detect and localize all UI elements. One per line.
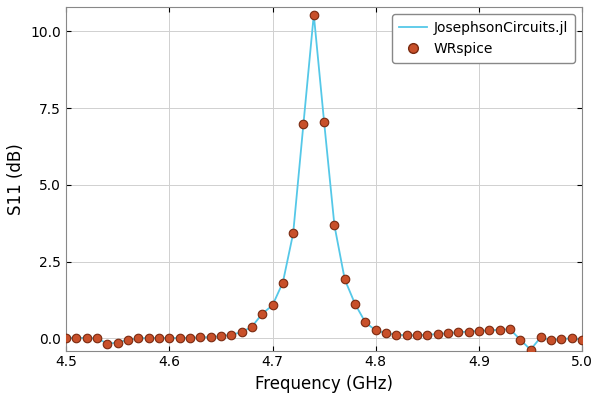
Point (412, 332, 422, 338)
Point (474, 328, 484, 334)
Point (299, 120, 308, 127)
Point (154, 335, 164, 341)
X-axis label: Frequency (GHz): Frequency (GHz) (255, 375, 393, 393)
Point (257, 311, 267, 317)
Point (484, 327, 494, 334)
Point (381, 330, 391, 336)
Point (433, 331, 442, 337)
Point (123, 336, 133, 343)
Point (557, 336, 566, 342)
Point (134, 335, 143, 342)
Point (92, 335, 102, 342)
Point (464, 328, 473, 335)
Point (515, 336, 525, 343)
Point (350, 301, 360, 307)
Point (526, 346, 535, 353)
Point (196, 334, 205, 341)
Point (185, 334, 195, 341)
Point (577, 336, 587, 343)
Point (309, 12, 319, 18)
Point (402, 332, 412, 338)
Point (113, 340, 122, 346)
Point (278, 279, 287, 286)
Point (206, 334, 215, 340)
Point (505, 326, 515, 332)
Point (268, 302, 277, 308)
Y-axis label: S11 (dB): S11 (dB) (7, 143, 25, 215)
Point (371, 327, 380, 334)
Point (289, 230, 298, 237)
Point (144, 335, 154, 341)
Point (536, 334, 545, 340)
Point (247, 324, 257, 330)
Point (361, 319, 370, 326)
Point (237, 329, 247, 336)
Point (61, 334, 71, 341)
Legend: JosephsonCircuits.jl, WRspice: JosephsonCircuits.jl, WRspice (392, 14, 575, 63)
Point (82, 335, 92, 341)
Point (319, 119, 329, 125)
Point (164, 335, 174, 341)
Point (443, 330, 453, 336)
Point (226, 332, 236, 338)
Point (392, 332, 401, 338)
Point (495, 326, 505, 333)
Point (103, 340, 112, 347)
Point (71, 334, 81, 341)
Point (329, 222, 339, 229)
Point (340, 276, 350, 283)
Point (216, 333, 226, 340)
Point (422, 332, 432, 338)
Point (175, 335, 184, 341)
Point (454, 329, 463, 336)
Point (547, 337, 556, 344)
Point (567, 335, 577, 342)
